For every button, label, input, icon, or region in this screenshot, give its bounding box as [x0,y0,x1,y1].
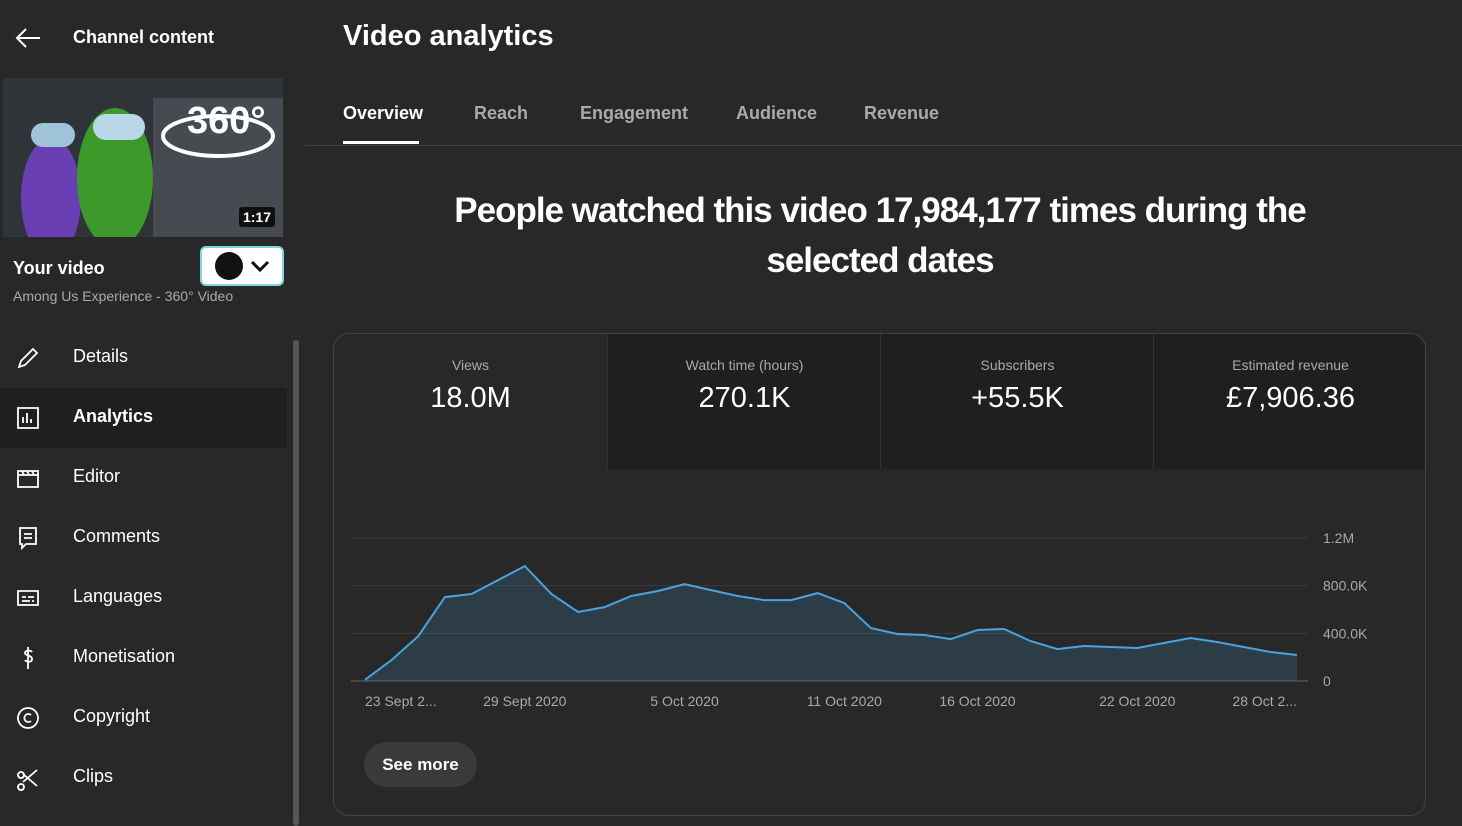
nav-icon[interactable] [15,585,41,611]
x-tick-label: 28 Oct 2... [1232,693,1297,709]
back-arrow[interactable] [14,26,42,50]
x-tick-label: 5 Oct 2020 [650,693,719,709]
icon-glyph [17,769,38,791]
tab[interactable]: Overview [343,103,424,123]
nav-item[interactable]: Clips [73,766,114,786]
thumbnail-art [3,78,283,237]
x-tick-label: 23 Sept 2... [365,693,437,709]
headline: People watched this video 17,984,177 tim… [454,191,1306,280]
metric-label: Views [451,357,490,373]
nav-selected-bg [0,388,287,448]
icon-glyph [17,707,39,729]
dropdown-icon [215,252,270,280]
nav-icon[interactable] [15,405,41,431]
card: Views 18.0M Watch time (hours) 270.1K Subscr… [333,333,1426,816]
page-title: Video analytics [343,20,554,52]
y-tick-label: 1.2M [1323,530,1354,546]
duration: 1:17 [238,207,275,227]
nav-item[interactable]: Monetisation [73,646,176,666]
tab[interactable]: Engagement [580,103,689,123]
nav-icon[interactable] [15,645,41,671]
icon-glyph [17,347,39,369]
metric-tile[interactable]: Subscribers +55.5K [880,334,1154,469]
y-tick-label: 800.0K [1323,578,1368,594]
nav-item[interactable]: Details [73,346,129,366]
nav-icon[interactable] [15,705,41,731]
nav-icon[interactable] [15,465,41,491]
chart: 0 400.0K 800.0K 1.2M 23 Sept 2... 29 Sept 202… [351,530,1368,709]
nav-item[interactable]: Analytics [73,406,154,426]
tab[interactable]: Reach [474,103,529,123]
x-tick-label: 16 Oct 2020 [939,693,1015,709]
sidebar-header: Channel content [73,27,215,47]
video-title: Among Us Experience - 360° Video [13,288,234,304]
metric-value: +55.5K [971,382,1064,414]
metric-label: Subscribers [980,357,1055,373]
tab[interactable]: Audience [736,103,818,123]
tab-underline [343,141,419,144]
icon-glyph [17,407,39,429]
metric-label: Estimated revenue [1232,357,1349,373]
y-tick-label: 0 [1323,673,1331,689]
nav-item[interactable]: Languages [73,586,163,606]
icon-glyph [17,590,39,606]
thumbnail[interactable]: 360° 1:17 [3,78,283,237]
nav-icon[interactable] [15,345,41,371]
nav-icon[interactable] [15,765,41,791]
thumbnail-overlay: 360° [187,100,266,142]
metric-value: £7,906.36 [1225,382,1355,414]
metric-label: Watch time (hours) [685,357,804,373]
scrollbar[interactable] [293,340,299,826]
video-label: Your video [13,258,105,278]
metric-tile[interactable]: Watch time (hours) 270.1K [607,334,881,469]
y-tick-label: 400.0K [1323,625,1368,641]
icon-glyph [19,527,37,551]
divider [305,145,1462,146]
x-tick-label: 22 Oct 2020 [1099,693,1175,709]
see-more-button[interactable]: See more [364,742,477,787]
nav-item[interactable]: Comments [73,526,161,546]
nav-item[interactable]: Editor [73,466,121,486]
extension-dropdown[interactable] [200,246,284,286]
tab[interactable]: Revenue [864,103,940,123]
nav-icon[interactable] [15,525,41,551]
metric-value: 18.0M [430,382,511,414]
area [365,566,1297,681]
x-tick-label: 29 Sept 2020 [483,693,567,709]
metric-tile[interactable]: Views 18.0M [334,334,607,469]
icon-glyph [24,647,33,669]
line [364,564,1298,681]
metric-value: 270.1K [698,382,791,414]
x-tick-label: 11 Oct 2020 [807,693,882,709]
nav-item[interactable]: Copyright [73,706,151,726]
icon-glyph [17,470,39,488]
metric-tile[interactable]: Estimated revenue £7,906.36 [1153,334,1425,469]
